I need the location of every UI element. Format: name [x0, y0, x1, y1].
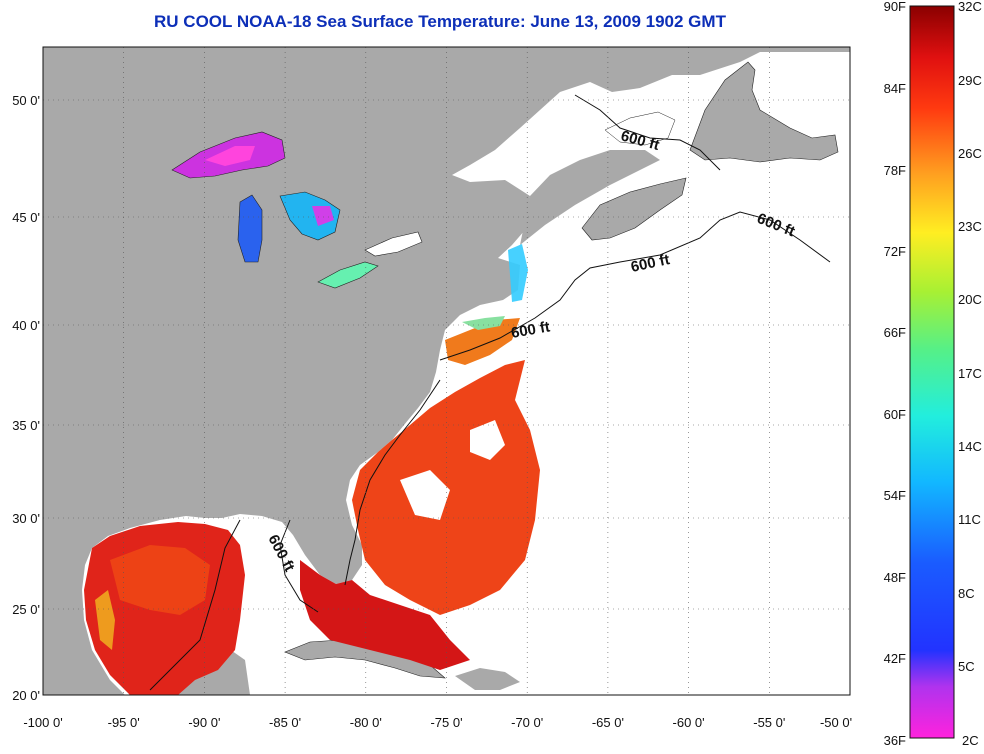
colorbar-c-label: 20C	[958, 292, 982, 307]
lake-huron	[279, 191, 341, 241]
colorbar-f-label: 72F	[884, 244, 906, 259]
colorbar-fahrenheit-labels: 90F 84F 78F 72F 66F 60F 54F 48F 42F 36F	[884, 0, 906, 748]
atlantic-sst-cloud-gap-2	[470, 420, 505, 460]
shelf-sst	[462, 316, 505, 330]
atlantic-sst-cloud-gap	[400, 470, 450, 520]
lake-michigan	[237, 194, 263, 263]
lon-tick-label: -65 0'	[592, 715, 624, 730]
colorbar-f-label: 36F	[884, 733, 906, 748]
lon-tick-label: -70 0'	[511, 715, 543, 730]
colorbar-c-label: 5C	[958, 659, 975, 674]
lon-tick-label: -55 0'	[753, 715, 785, 730]
depth-contour-gulf	[149, 519, 319, 691]
latitude-axis: 50 0' 45 0' 40 0' 35 0' 30 0' 25 0' 20 0…	[12, 93, 40, 703]
lake-huron-core	[312, 206, 334, 226]
lat-tick-label: 35 0'	[12, 418, 40, 433]
newfoundland-land	[689, 61, 839, 163]
grid	[43, 47, 850, 695]
gulf-coast-cool	[95, 590, 115, 650]
longitude-axis: -100 0' -95 0' -90 0' -85 0' -80 0' -75 …	[23, 715, 852, 730]
lat-tick-label: 50 0'	[12, 93, 40, 108]
colorbar-f-label: 78F	[884, 163, 906, 178]
lat-tick-label: 45 0'	[12, 210, 40, 225]
lon-tick-label: -90 0'	[188, 715, 220, 730]
lon-tick-label: -80 0'	[350, 715, 382, 730]
colorbar-f-label: 54F	[884, 488, 906, 503]
lat-tick-label: 40 0'	[12, 318, 40, 333]
lake-ontario	[364, 231, 423, 257]
lat-tick-label: 25 0'	[12, 602, 40, 617]
lake-superior-cold	[205, 146, 255, 166]
lon-tick-label: -60 0'	[673, 715, 705, 730]
plot-frame	[42, 46, 851, 696]
gulf-of-maine-sst	[508, 244, 528, 302]
map-content	[43, 47, 850, 695]
colorbar-c-label: 11C	[958, 512, 981, 527]
nova-scotia-land	[581, 177, 687, 241]
colorbar: 90F 84F 78F 72F 66F 60F 54F 48F 42F 36F …	[884, 0, 982, 748]
depth-contour-northeast	[439, 211, 831, 361]
maritime-land	[520, 150, 660, 245]
colorbar-c-label: 32C	[958, 0, 982, 14]
colorbar-c-label: 29C	[958, 73, 982, 88]
colorbar-f-label: 48F	[884, 570, 906, 585]
lon-tick-label: -75 0'	[430, 715, 462, 730]
gulf-of-mexico-sst-warm	[110, 545, 210, 615]
colorbar-c-label: 2C	[962, 733, 979, 748]
colorbar-c-label: 14C	[958, 439, 982, 454]
florida-straits-sst	[300, 560, 470, 670]
colorbar-c-label: 8C	[958, 586, 975, 601]
lat-tick-label: 30 0'	[12, 511, 40, 526]
st-lawrence-water	[604, 111, 676, 146]
colorbar-c-label: 17C	[958, 366, 982, 381]
lon-tick-label: -100 0'	[23, 715, 62, 730]
lon-tick-label: -50 0'	[820, 715, 852, 730]
lon-tick-label: -85 0'	[269, 715, 301, 730]
lat-tick-label: 20 0'	[12, 688, 40, 703]
colorbar-f-label: 60F	[884, 407, 906, 422]
colorbar-c-label: 23C	[958, 219, 982, 234]
depth-contour-gulf-of-st-lawrence	[574, 94, 721, 171]
colorbar-c-label: 26C	[958, 146, 982, 161]
colorbar-f-label: 66F	[884, 325, 906, 340]
depth-contour-southeast	[344, 379, 441, 586]
colorbar-celsius-labels: 32C 29C 26C 23C 20C 17C 14C 11C 8C 5C 2C	[958, 0, 982, 748]
map-title: RU COOL NOAA-18 Sea Surface Temperature:…	[154, 12, 726, 31]
colorbar-f-label: 90F	[884, 0, 906, 14]
colorbar-f-label: 42F	[884, 651, 906, 666]
mid-atlantic-sst	[445, 318, 520, 365]
colorbar-f-label: 84F	[884, 81, 906, 96]
depth-label: 600 ft	[510, 318, 552, 342]
colorbar-gradient	[909, 5, 955, 739]
lake-erie	[317, 261, 379, 289]
hispaniola-land	[455, 668, 520, 690]
lon-tick-label: -95 0'	[108, 715, 140, 730]
